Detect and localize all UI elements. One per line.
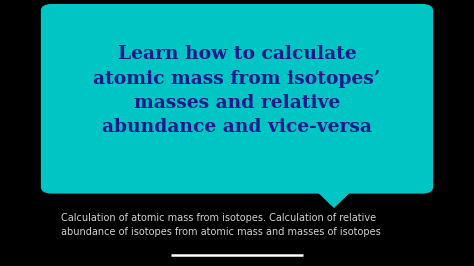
Text: Calculation of atomic mass from isotopes. Calculation of relative
abundance of i: Calculation of atomic mass from isotopes… [61, 213, 381, 237]
Text: Learn how to calculate
atomic mass from isotopes’
masses and relative
abundance : Learn how to calculate atomic mass from … [93, 45, 381, 136]
FancyBboxPatch shape [41, 4, 433, 194]
Polygon shape [312, 187, 356, 208]
